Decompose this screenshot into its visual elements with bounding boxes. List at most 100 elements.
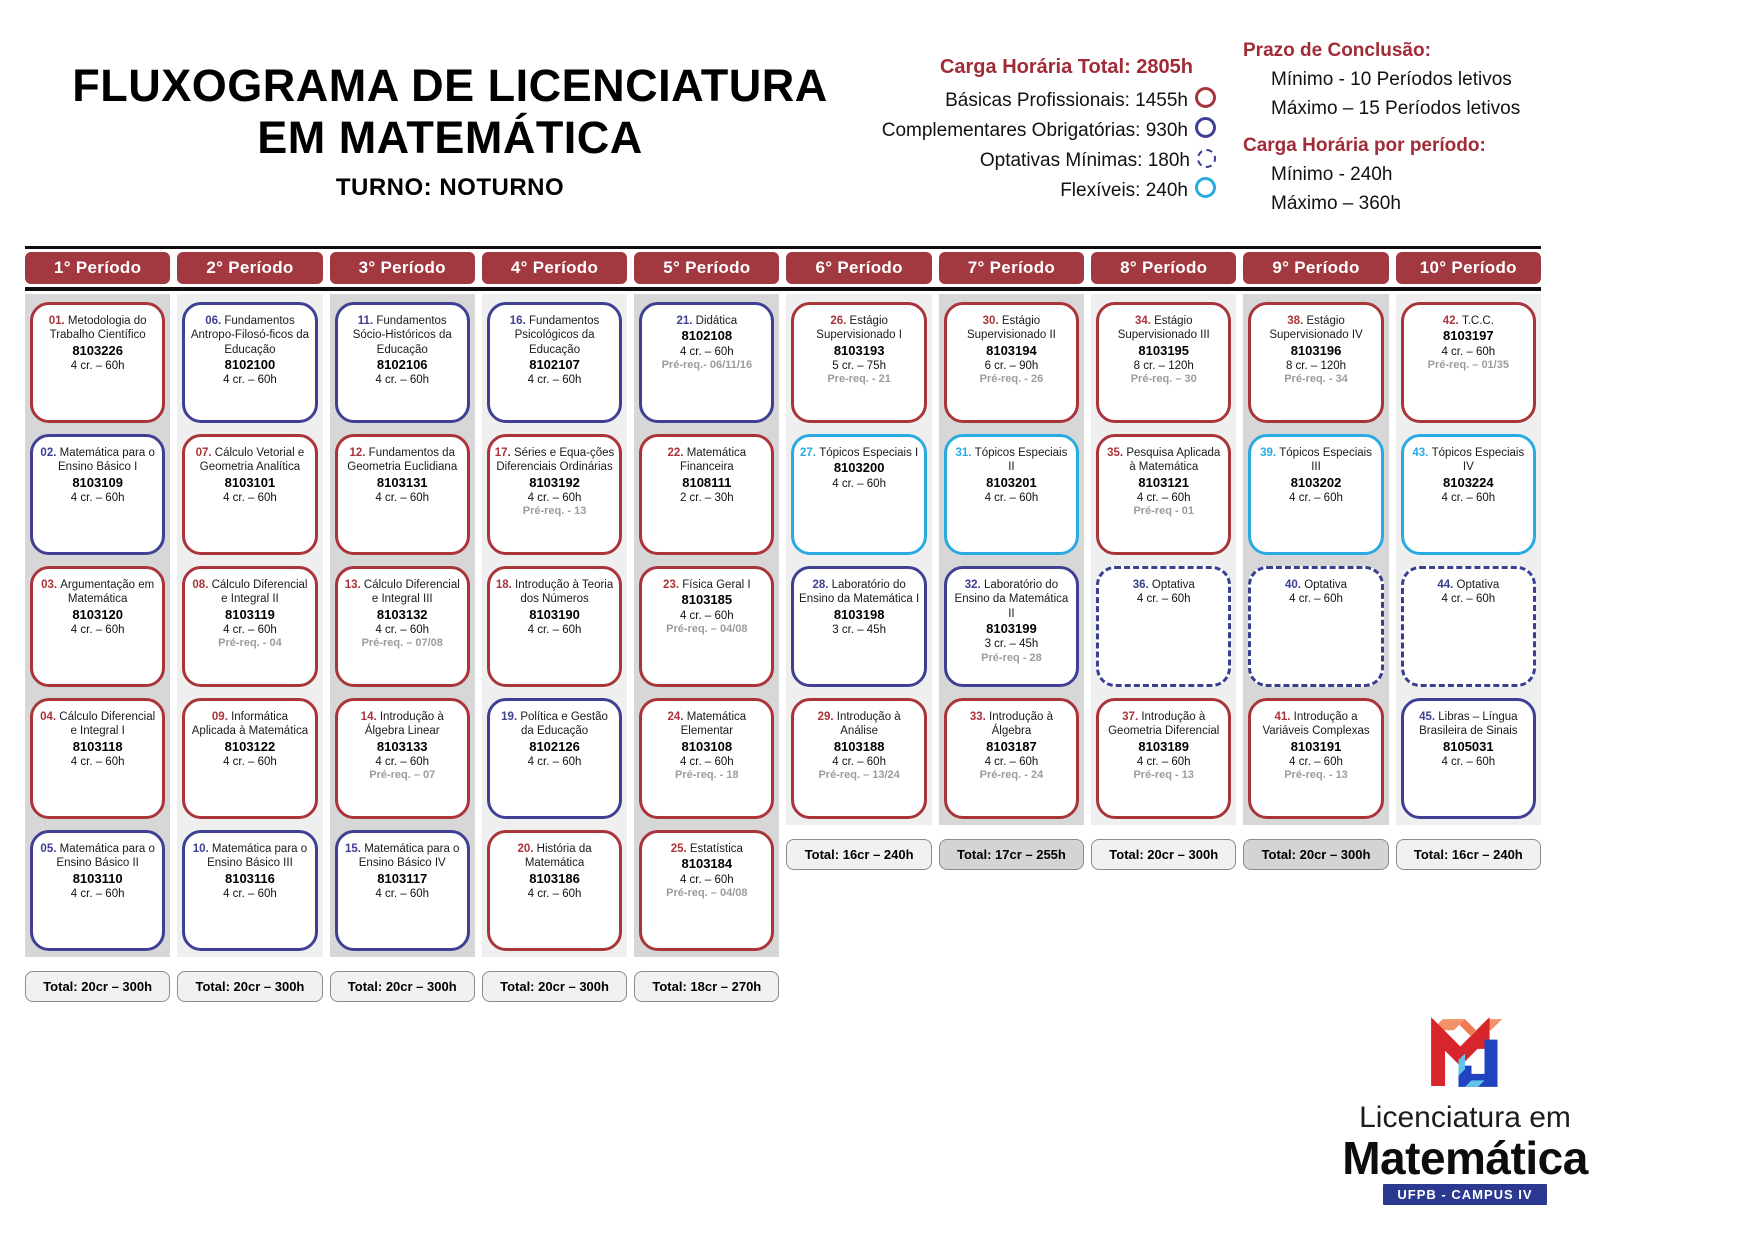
course-credits-hours: 4 cr. – 60h xyxy=(1136,492,1191,504)
course-name: 20. História da Matemática xyxy=(517,843,592,870)
course-number: 15. xyxy=(345,843,365,855)
course-name: 42. T.C.C. xyxy=(1442,315,1494,327)
course-card-09: 09. Informática Aplicada à Matemática 810… xyxy=(182,698,318,819)
course-card-31: 31. Tópicos Especiais II 8103201 4 cr. – 6… xyxy=(943,434,1080,555)
course-card-42: 42. T.C.C. 8103197 4 cr. – 60h Pré-req. – 0… xyxy=(1400,302,1536,423)
course-name: 29. Introdução à Análise xyxy=(817,711,901,738)
course-card-05: 05. Matemática para o Ensino Básico II 81… xyxy=(30,830,166,951)
course-card-15: 15. Matemática para o Ensino Básico IV 81… xyxy=(334,830,470,951)
course-code: 8102100 xyxy=(224,357,276,373)
course-card-16: 16. Fundamentos Psicológicos da Educação… xyxy=(486,302,623,423)
course-name: 36. Optativa xyxy=(1132,579,1195,591)
course-name: 41. Introdução a Variáveis Complexas xyxy=(1262,711,1370,738)
course-credits-hours: 4 cr. – 60h xyxy=(679,873,734,886)
course-name: 17. Séries e Equa-ções Diferenciais Ordi… xyxy=(494,447,615,474)
course-number: 10. xyxy=(192,843,212,855)
workload-min: Mínimo - 240h xyxy=(1271,164,1393,185)
period-total-10: Total: 16cr – 240h xyxy=(1395,839,1541,870)
course-number: 38. xyxy=(1287,315,1307,327)
course-card-43: 43. Tópicos Especiais IV 8103224 4 cr. – 6… xyxy=(1400,434,1536,555)
course-credits-hours: 6 cr. – 90h xyxy=(984,360,1039,372)
course-credits-hours: 4 cr. – 60h xyxy=(375,756,430,768)
course-prerequisite: Pré-req. - 26 xyxy=(979,373,1044,386)
period-column-4: 16. Fundamentos Psicológicos da Educação… xyxy=(481,294,628,1002)
course-code: 8103132 xyxy=(376,606,428,622)
course-code: 8103118 xyxy=(72,738,123,754)
course-code: 8105031 xyxy=(1443,738,1494,754)
page-title: FLUXOGRAMA DE LICENCIATURA EM MATEMÁTICA… xyxy=(55,60,845,202)
course-prerequisite: Pré-req - 13 xyxy=(1133,769,1194,782)
ml-cube-logo-icon xyxy=(1431,1017,1503,1087)
course-name: 44. Optativa xyxy=(1437,579,1500,591)
course-code: 8102108 xyxy=(681,328,733,344)
course-card-40: 40. Optativa 4 cr. – 60h xyxy=(1248,566,1384,687)
course-name: 18. Introdução à Teoria dos Números xyxy=(495,579,614,606)
course-number: 22. xyxy=(667,447,687,459)
legend-items: Básicas Profissionais: 1455h Complementar… xyxy=(858,86,1216,206)
course-card-25: 25. Estatística 8103184 4 cr. – 60h Pré-req… xyxy=(639,830,775,951)
course-credits-hours: 8 cr. – 120h xyxy=(1133,360,1194,372)
course-prerequisite: Pré-req. - 13 xyxy=(1284,769,1348,782)
course-card-41: 41. Introdução a Variáveis Complexas 8103… xyxy=(1248,698,1384,819)
course-code: 8103122 xyxy=(224,738,276,754)
info-panel: Prazo de Conclusão: Mínimo - 10 Períodos… xyxy=(1243,40,1573,218)
course-card-27: 27. Tópicos Especiais I 8103200 4 cr. – 60… xyxy=(791,434,927,555)
period-column-7: 30. Estágio Supervisionado II 8103194 6 cr… xyxy=(938,294,1085,870)
course-name: 39. Tópicos Especiais III xyxy=(1260,447,1372,474)
course-code: 8103197 xyxy=(1443,328,1494,344)
course-code: 8103117 xyxy=(377,870,428,886)
course-number: 36. xyxy=(1132,579,1152,591)
shift-subtitle: TURNO: NOTURNO xyxy=(335,174,565,202)
course-number: 19. xyxy=(501,711,521,723)
course-card-12: 12. Fundamentos da Geometria Euclidiana 8… xyxy=(334,434,470,555)
period-header-9: 9° Período xyxy=(1243,252,1389,284)
course-card-18: 18. Introdução à Teoria dos Números 81031… xyxy=(486,566,623,687)
course-card-33: 33. Introdução à Álgebra 8103187 4 cr. – 6… xyxy=(943,698,1080,819)
course-name: 38. Estágio Supervisionado IV xyxy=(1269,315,1363,342)
period-header-4: 4° Período xyxy=(481,252,628,284)
course-name: 30. Estágio Supervisionado II xyxy=(966,315,1056,342)
course-card-38: 38. Estágio Supervisionado IV 8103196 8 cr… xyxy=(1248,302,1384,423)
course-name: 40. Optativa xyxy=(1285,579,1348,591)
period-column-1: 01. Metodologia do Trabalho Científico 81… xyxy=(25,294,171,1002)
course-card-23: 23. Física Geral I 8103185 4 cr. – 60h Pré-… xyxy=(639,566,775,687)
course-name: 37. Introdução à Geometria Diferencial xyxy=(1108,711,1220,738)
course-card-04: 04. Cálculo Diferencial e Integral I 8103… xyxy=(30,698,166,819)
period-header-10: 10° Período xyxy=(1395,252,1541,284)
course-prerequisite: Pré-req. - 24 xyxy=(979,769,1044,782)
course-code: 8103195 xyxy=(1138,342,1190,358)
course-code: 8103184 xyxy=(681,856,733,872)
period-column-band: 06. Fundamentos Antropo-Filosó-ficos da … xyxy=(177,294,323,957)
course-card-39: 39. Tópicos Especiais III 8103202 4 cr. – … xyxy=(1248,434,1384,555)
course-name: 12. Fundamentos da Geometria Euclidiana xyxy=(347,447,458,474)
course-number: 08. xyxy=(192,579,212,591)
course-code: 8103131 xyxy=(376,474,428,490)
basicas-circle-icon xyxy=(1195,87,1216,108)
course-card-11: 11. Fundamentos Sócio-Históricos da Educ… xyxy=(334,302,470,423)
course-credits-hours: 8 cr. – 120h xyxy=(1285,360,1347,372)
course-credits-hours: 4 cr. – 60h xyxy=(375,492,430,504)
ufpb-math-logo: Licenciatura em Matemática UFPB - CAMPUS… xyxy=(1300,995,1630,1206)
course-number: 40. xyxy=(1285,579,1305,591)
course-prerequisite: Pré-req. – 07/08 xyxy=(361,637,443,650)
course-card-02: 02. Matemática para o Ensino Básico I 810… xyxy=(30,434,166,555)
course-name: 24. Matemática Elementar xyxy=(667,711,747,738)
course-number: 41. xyxy=(1274,711,1294,723)
course-credits-hours: 4 cr. – 60h xyxy=(527,756,582,768)
period-column-band: 30. Estágio Supervisionado II 8103194 6 cr… xyxy=(938,294,1085,825)
course-name: 28. Laboratório do Ensino da Matemática … xyxy=(799,579,920,606)
course-code: 8103120 xyxy=(72,606,123,622)
course-code: 8103133 xyxy=(376,738,428,754)
course-prerequisite: Pre-req. - 21 xyxy=(827,373,891,386)
course-name: 01. Metodologia do Trabalho Científico xyxy=(48,315,147,342)
legend-item-optativas: Optativas Mínimas: 180h xyxy=(858,146,1216,176)
period-header-5: 5° Período xyxy=(634,252,780,284)
course-number: 42. xyxy=(1442,315,1462,327)
course-name: 23. Física Geral I xyxy=(663,579,751,591)
course-credits-hours: 4 cr. – 60h xyxy=(375,624,430,636)
course-credits-hours: 4 cr. – 60h xyxy=(223,374,277,387)
course-card-24: 24. Matemática Elementar 8103108 4 cr. – 6… xyxy=(639,698,775,819)
course-code: 8103186 xyxy=(529,870,580,886)
course-card-45: 45. Libras – Língua Brasileira de Sinais… xyxy=(1400,698,1536,819)
course-code: 8103121 xyxy=(1138,474,1190,490)
